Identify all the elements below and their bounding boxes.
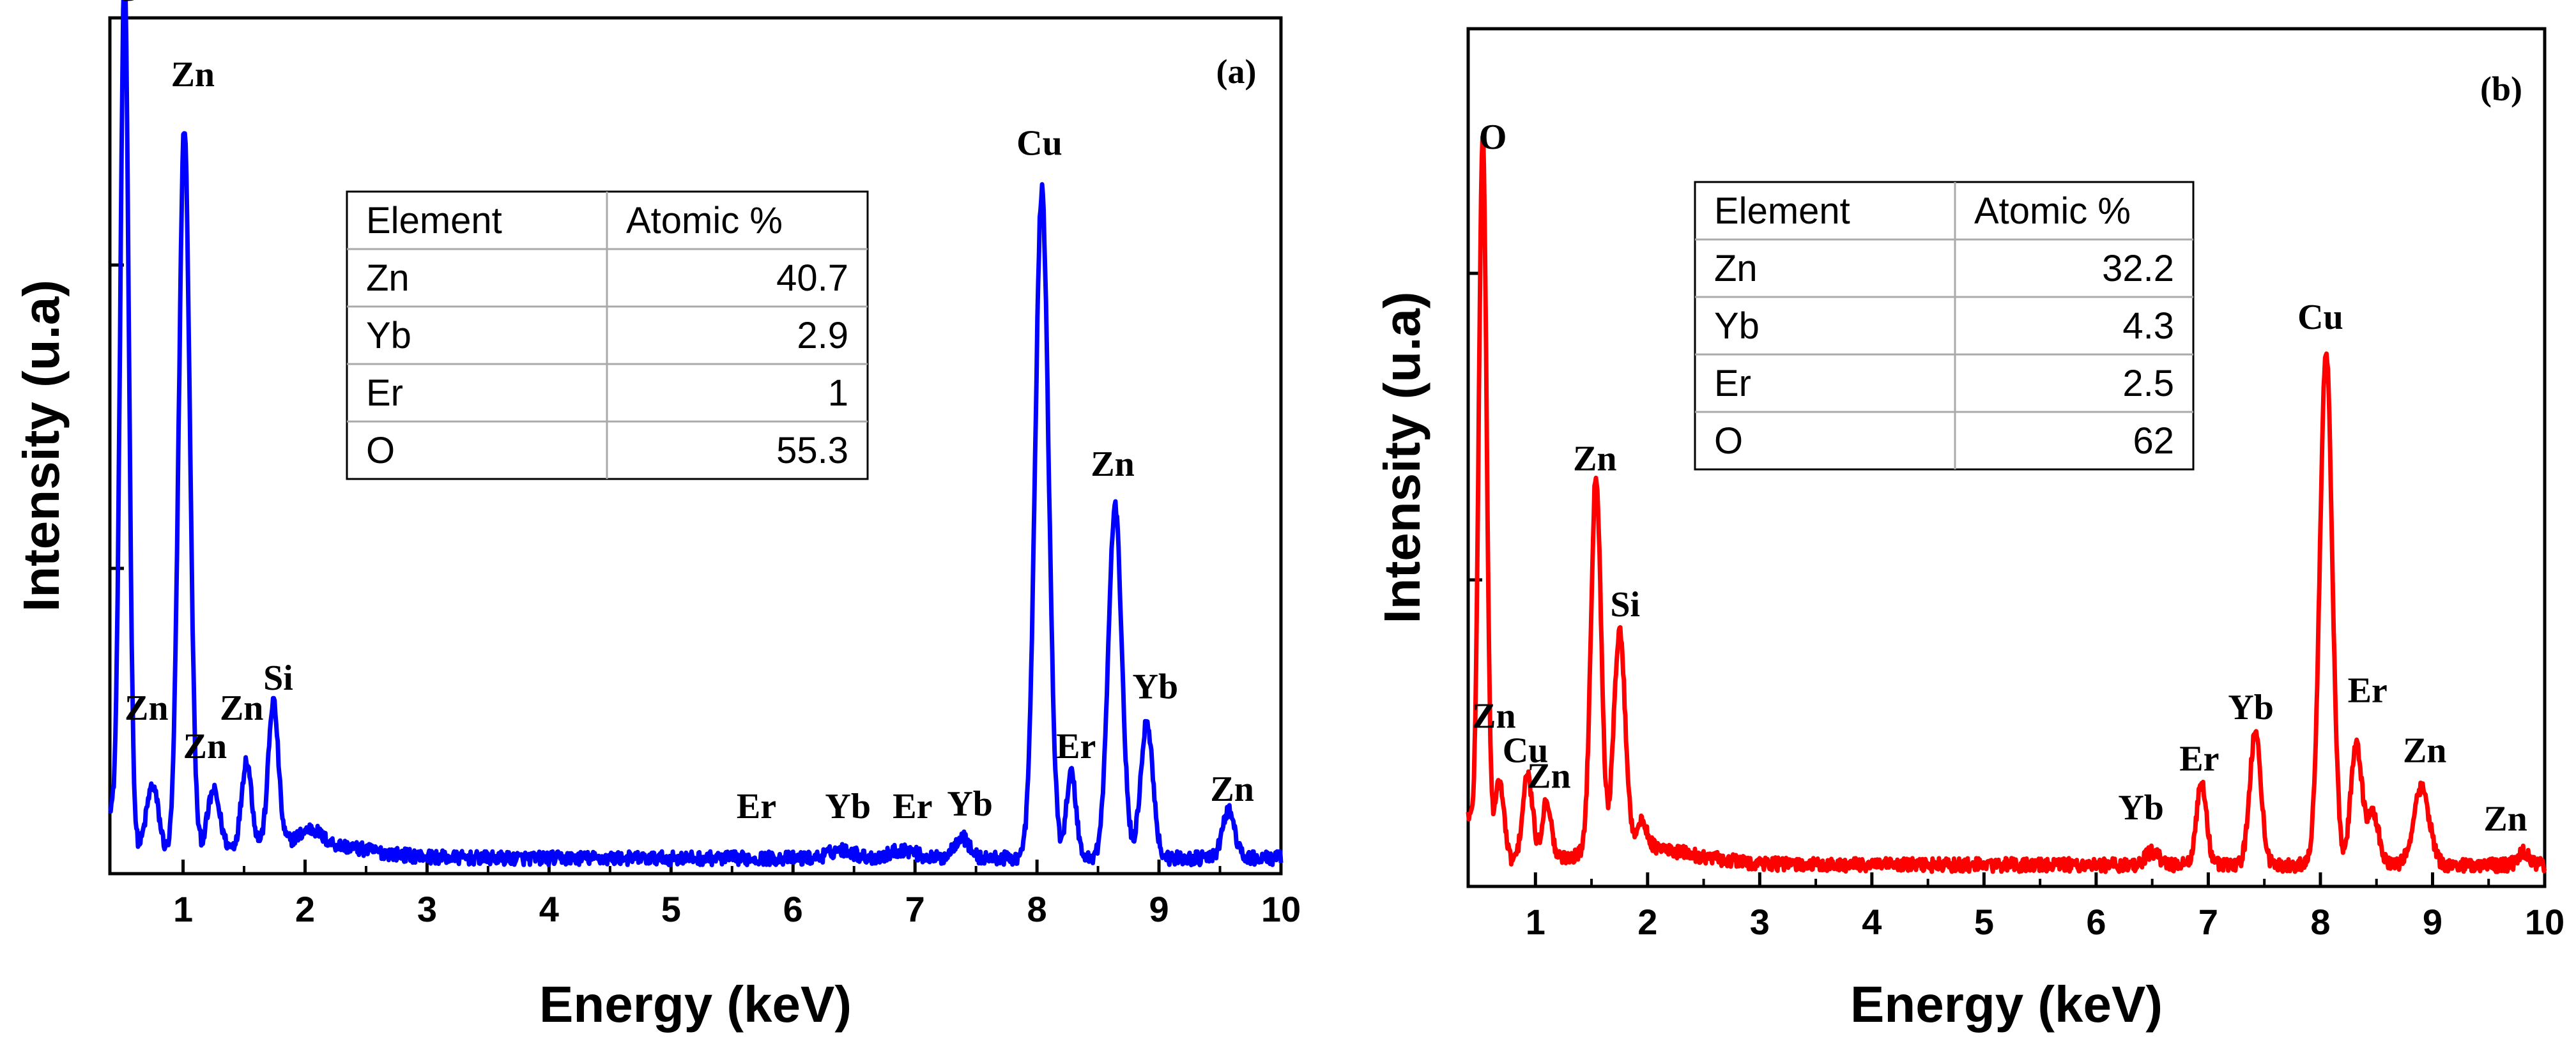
peak-label: Er: [2348, 671, 2388, 710]
peak-label: Zn: [183, 727, 227, 766]
atomic-percent-table: Element Atomic % Zn 32.2 Yb 4.3 Er 2.5 O 62: [1694, 181, 2195, 471]
x-tick-label: 8: [1027, 889, 1047, 929]
x-tick-label: 8: [2310, 902, 2330, 942]
x-tick-label: 2: [295, 889, 315, 929]
peak-label: Er: [1056, 727, 1096, 766]
eds-spectrum-panel-a: 1 2 3 4 5 6 7 8 9 10 Energy (keV) Intensity (u.a) (a…: [13, 0, 1301, 1033]
table-cell-element: Er: [1714, 363, 1751, 404]
x-tick-label: 3: [1750, 902, 1770, 942]
x-tick-label: 5: [1974, 902, 1994, 942]
table-cell-value: 62: [2133, 420, 2174, 462]
peak-label: Si: [1610, 585, 1640, 625]
peak-label: Yb: [1133, 667, 1179, 706]
peak-label: Zn: [220, 688, 264, 728]
table-cell-value: 40.7: [776, 257, 848, 299]
peak-label: Zn: [125, 688, 169, 728]
panel-label: (a): [1216, 52, 1257, 91]
peak-label: Cu: [1503, 731, 1549, 770]
x-tick-label: 4: [1862, 902, 1882, 942]
table-cell-element: Zn: [366, 257, 410, 299]
table-cell-value: 4.3: [2122, 305, 2174, 347]
table-cell-element: Yb: [366, 315, 411, 356]
table-cell-element: O: [1714, 420, 1743, 462]
table-header: Element: [366, 200, 502, 241]
peak-label: Yb: [825, 787, 871, 826]
x-tick-label: 7: [905, 889, 925, 929]
x-tick-label: 4: [539, 889, 559, 929]
peak-label: Zn: [1210, 770, 1254, 809]
peak-label: Er: [2179, 740, 2219, 779]
x-tick-label: 6: [2086, 902, 2106, 942]
table-header: Element: [1714, 190, 1850, 232]
x-tick-label: 5: [661, 889, 681, 929]
x-tick-label: 2: [1637, 902, 1657, 942]
peak-label: Yb: [947, 784, 993, 824]
table-cell-value: 1: [828, 372, 848, 414]
table-cell-value: 2.9: [797, 315, 848, 356]
peak-label: O: [1479, 118, 1507, 157]
peak-label: O: [114, 0, 142, 9]
table-cell-element: O: [366, 430, 395, 471]
peak-label: Yb: [2118, 788, 2164, 828]
x-axis-title: Energy (keV): [1850, 976, 2163, 1033]
x-tick-label: 9: [2423, 902, 2442, 942]
x-tick-label: 10: [2525, 902, 2564, 942]
peak-label: Er: [737, 787, 776, 826]
peak-label: Yb: [2228, 688, 2274, 727]
peak-label: Zn: [2483, 800, 2527, 839]
eds-spectrum-panel-b: 1 2 3 4 5 6 7 8 9 10 Energy (keV) Intensity (u.a) (b…: [1374, 27, 2564, 1033]
peak-label: Cu: [1016, 123, 1062, 163]
plot-frame: [1466, 27, 2547, 888]
peak-label: Zn: [171, 55, 215, 95]
x-tick-label: 9: [1149, 889, 1169, 929]
table-header: Atomic %: [1974, 190, 2131, 232]
peak-label: Zn: [2403, 731, 2447, 770]
table-cell-element: Zn: [1714, 248, 1758, 289]
table-border: [1694, 181, 2195, 471]
y-axis-title: Intensity (u.a): [13, 280, 70, 612]
y-axis-title: Intensity (u.a): [1374, 291, 1430, 623]
table-cell-element: Er: [366, 372, 403, 414]
spectrum-line: [1466, 132, 2547, 874]
x-tick-label: 1: [173, 889, 193, 929]
table-cell-value: 2.5: [2122, 363, 2174, 404]
table-cell-element: Yb: [1714, 305, 1759, 347]
x-tick-label: 6: [783, 889, 803, 929]
spectrum-line: [108, 0, 1284, 868]
peak-label: Cu: [2297, 298, 2343, 337]
peak-label: Zn: [1527, 757, 1571, 796]
atomic-percent-table: Element Atomic % Zn 40.7 Yb 2.9 Er 1 O 55.3: [346, 190, 869, 480]
x-tick-label: 10: [1261, 889, 1301, 929]
peak-label: Zn: [1091, 444, 1135, 484]
x-axis-title: Energy (keV): [539, 976, 852, 1033]
table-header: Atomic %: [626, 200, 783, 241]
peak-label: Si: [263, 658, 293, 698]
x-tick-label: 3: [417, 889, 437, 929]
plot-frame: [108, 16, 1283, 876]
peak-label: Er: [893, 787, 932, 826]
table-cell-value: 32.2: [2102, 248, 2174, 289]
x-tick-label: 1: [1526, 902, 1545, 942]
peak-label: Zn: [1573, 439, 1617, 479]
panel-label: (b): [2480, 70, 2522, 108]
table-cell-value: 55.3: [776, 430, 848, 471]
x-tick-label: 7: [2198, 902, 2218, 942]
peak-label: Zn: [1472, 697, 1516, 736]
